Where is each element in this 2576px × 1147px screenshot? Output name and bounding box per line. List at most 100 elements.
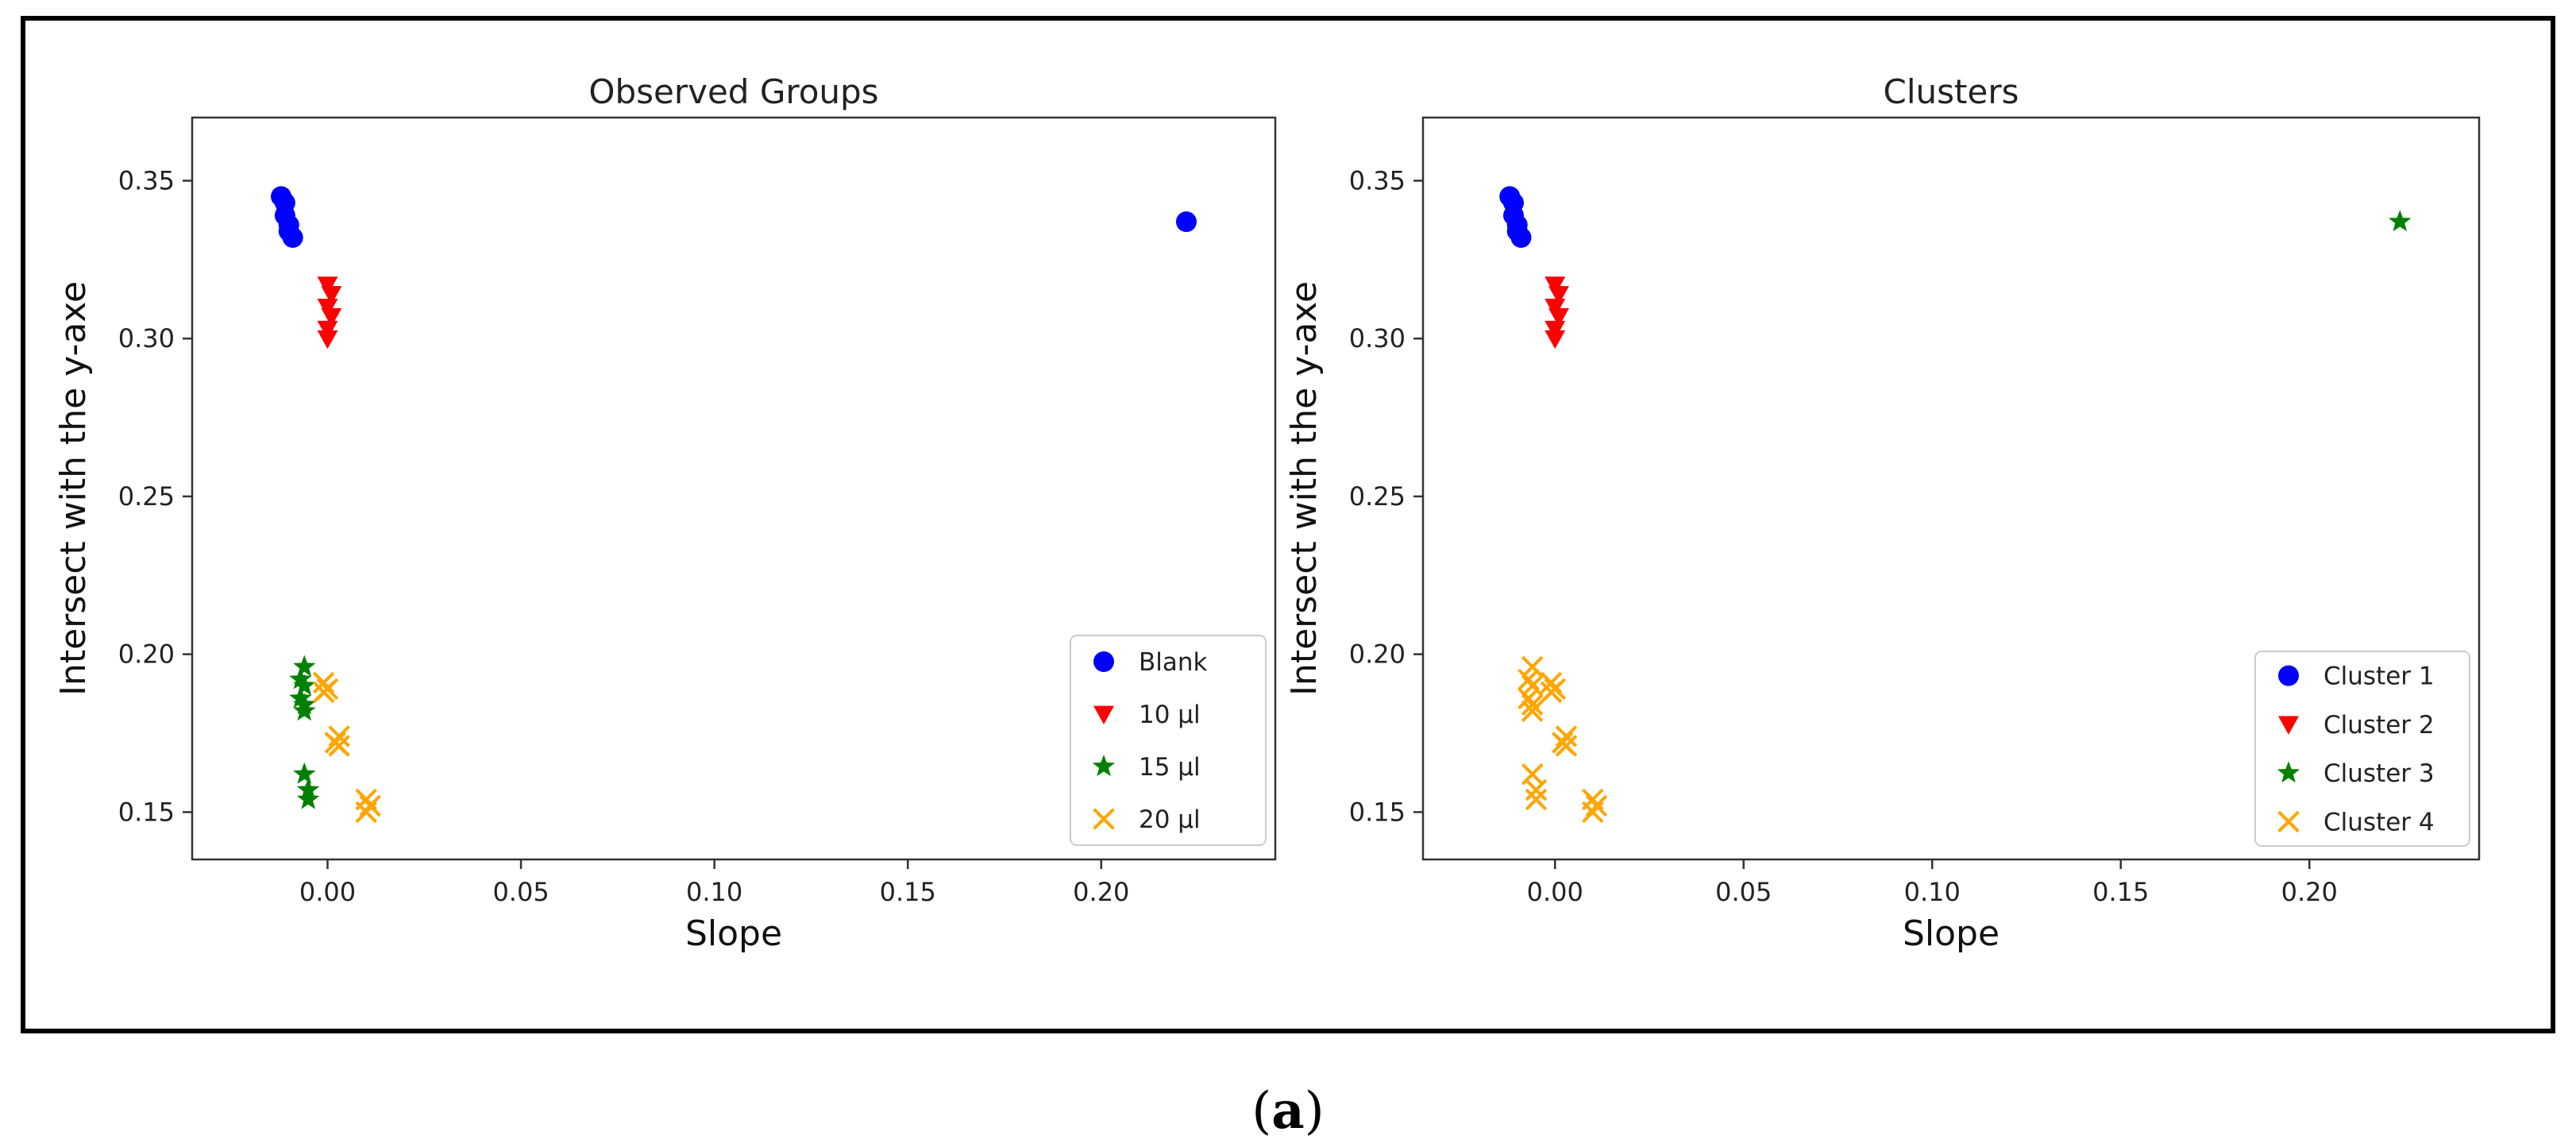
- legend-label: Cluster 2: [2323, 711, 2435, 740]
- x-tick-label: 0.15: [880, 877, 936, 907]
- legend-marker: [1093, 705, 1114, 724]
- series-blank: [271, 186, 1197, 249]
- data-point: [1544, 299, 1566, 318]
- x-tick-label: 0.05: [492, 877, 549, 907]
- legend-marker: [2278, 716, 2299, 735]
- caption-open-paren: (: [1251, 1082, 1271, 1141]
- legend-box: [1070, 635, 1267, 846]
- legend: Cluster 1 Cluster 2 Cluster 3 Cluster 4: [2254, 651, 2470, 847]
- data-point: [1525, 778, 1548, 801]
- chart-observed-groups: Observed Groups 0.00 0.05 0.10 0.15 0.20 0.15 0…: [53, 72, 1277, 954]
- legend-label: Cluster 3: [2323, 759, 2435, 788]
- x-tick-label: 0.20: [2281, 877, 2338, 907]
- legend-label: Cluster 4: [2323, 808, 2435, 836]
- series-cluster-2: [1544, 276, 1569, 350]
- x-tick-label: 0.10: [686, 877, 742, 907]
- y-tick-label: 0.20: [118, 639, 175, 670]
- legend-marker: [1093, 808, 1115, 830]
- data-point: [293, 674, 316, 696]
- y-tick-label: 0.20: [1349, 639, 1406, 670]
- data-point: [289, 686, 312, 709]
- y-tick-label: 0.25: [118, 481, 175, 512]
- data-point: [1544, 320, 1566, 340]
- data-point: [1555, 735, 1578, 757]
- legend-label: Blank: [1139, 648, 1208, 677]
- legend-marker: [1093, 651, 1114, 672]
- series-10-l: [317, 276, 342, 350]
- y-tick-label: 0.15: [1349, 797, 1406, 827]
- series-15-l: [289, 655, 320, 809]
- data-point: [312, 681, 335, 704]
- data-point: [1540, 681, 1563, 704]
- series-20-l: [312, 671, 381, 824]
- x-axis-label: Slope: [685, 913, 782, 954]
- y-tick-label: 0.35: [1349, 165, 1406, 195]
- data-point: [1581, 801, 1604, 824]
- y-tick-label: 0.30: [118, 323, 175, 353]
- data-point: [1585, 794, 1608, 817]
- data-point: [289, 667, 312, 689]
- x-tick-label: 0.15: [2092, 877, 2149, 907]
- data-point: [1548, 286, 1569, 305]
- legend-label: 15 μl: [1139, 753, 1201, 782]
- y-axis-label: Intersect with the y-axe: [53, 281, 94, 696]
- series-cluster-4: [1517, 655, 1608, 824]
- legend: Blank 10 μl 15 μl 20 μl: [1070, 635, 1267, 846]
- x-tick-label: 0.00: [299, 877, 356, 907]
- data-point: [1544, 330, 1566, 350]
- data-point: [1517, 668, 1540, 691]
- data-point: [293, 762, 316, 784]
- data-point: [1521, 700, 1544, 722]
- data-point: [1521, 693, 1544, 716]
- chart-clusters: Clusters 0.00 0.05 0.10 0.15 0.20 0.15 0.20 0.25…: [1284, 72, 2481, 954]
- data-point: [317, 276, 338, 295]
- data-point: [317, 320, 338, 340]
- plot-area-frame: [1421, 116, 2481, 861]
- data-point: [296, 787, 320, 809]
- legend-box: [2254, 651, 2470, 847]
- data-point: [321, 307, 342, 327]
- x-axis-label: Slope: [1903, 913, 1999, 954]
- y-tick-label: 0.30: [1349, 323, 1406, 353]
- data-point: [312, 671, 335, 694]
- figure-frame: [21, 16, 2555, 1033]
- series-cluster-3: [2389, 210, 2412, 232]
- legend-label: 20 μl: [1139, 805, 1201, 834]
- data-point: [1521, 655, 1544, 678]
- data-point: [317, 299, 338, 318]
- data-point: [328, 725, 350, 747]
- data-point: [1555, 725, 1578, 747]
- data-point: [1175, 211, 1197, 233]
- y-tick-label: 0.35: [118, 165, 175, 195]
- data-point: [293, 655, 316, 677]
- data-point: [2389, 210, 2412, 232]
- legend-marker: [2277, 810, 2300, 833]
- caption-close-paren: ): [1305, 1082, 1325, 1141]
- x-tick-label: 0.10: [1904, 877, 1961, 907]
- data-point: [317, 330, 338, 350]
- data-point: [293, 699, 316, 721]
- x-tick-label: 0.05: [1715, 877, 1772, 907]
- chart-title: Observed Groups: [588, 72, 878, 111]
- x-tick-label: 0.20: [1073, 877, 1129, 907]
- legend-label: 10 μl: [1139, 701, 1201, 729]
- data-point: [355, 801, 377, 824]
- plot-area-frame: [191, 116, 1277, 861]
- caption-letter: a: [1271, 1081, 1304, 1141]
- data-point: [1510, 227, 1532, 249]
- data-point: [328, 735, 350, 757]
- y-axis-label: Intersect with the y-axe: [1284, 281, 1325, 696]
- data-point: [1544, 276, 1566, 295]
- legend-marker: [2277, 761, 2300, 783]
- series-cluster-1: [1499, 186, 1532, 249]
- legend-label: Cluster 1: [2323, 662, 2435, 691]
- data-point: [1548, 307, 1569, 327]
- x-tick-label: 0.00: [1527, 877, 1583, 907]
- data-point: [282, 227, 303, 249]
- data-point: [1525, 788, 1548, 811]
- data-point: [359, 794, 381, 817]
- y-tick-label: 0.25: [1349, 481, 1406, 512]
- data-point: [1517, 687, 1540, 710]
